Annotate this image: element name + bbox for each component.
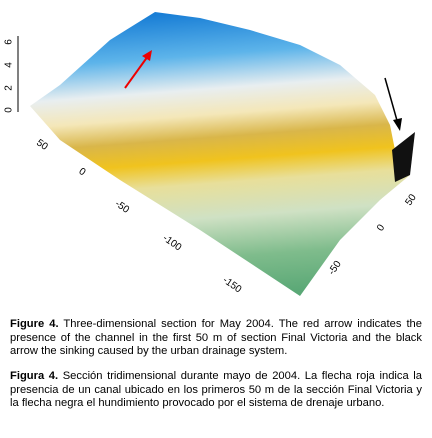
caption-label: Figura 4.	[10, 370, 59, 382]
surface	[30, 12, 410, 296]
y-tick-label: -50	[326, 259, 344, 278]
z-tick-label: 0	[4, 107, 15, 113]
red-arrow	[124, 55, 149, 89]
caption-label: Figure 4.	[10, 318, 59, 330]
black-arrow-head	[393, 118, 402, 131]
surface-figure: 6 4 2 0 50 0 -50 -100 -150 50 0 -50	[4, 12, 419, 296]
x-tick-label: -100	[161, 233, 184, 254]
x-tick-label: 0	[76, 166, 87, 178]
z-tick-label: 2	[4, 85, 15, 91]
caption-text: Sección tridimensional durante mayo de 2…	[10, 370, 423, 409]
caption-en: Figure 4. Three-dimensional section for …	[10, 318, 422, 359]
x-tick-label: -150	[221, 275, 244, 296]
y-tick-label: 50	[403, 192, 419, 208]
red-arrow-head	[142, 50, 152, 61]
caption-text: Three-dimensional section for May 2004. …	[10, 318, 423, 357]
x-tick-label: -50	[113, 198, 132, 216]
y-tick-label: 0	[375, 222, 387, 233]
x-tick-label: 50	[34, 137, 50, 153]
side-face	[392, 132, 415, 182]
caption-es: Figura 4. Sección tridimensional durante…	[10, 370, 422, 411]
z-tick-label: 6	[4, 39, 15, 45]
z-tick-label: 4	[4, 62, 15, 68]
black-arrow	[384, 77, 399, 125]
